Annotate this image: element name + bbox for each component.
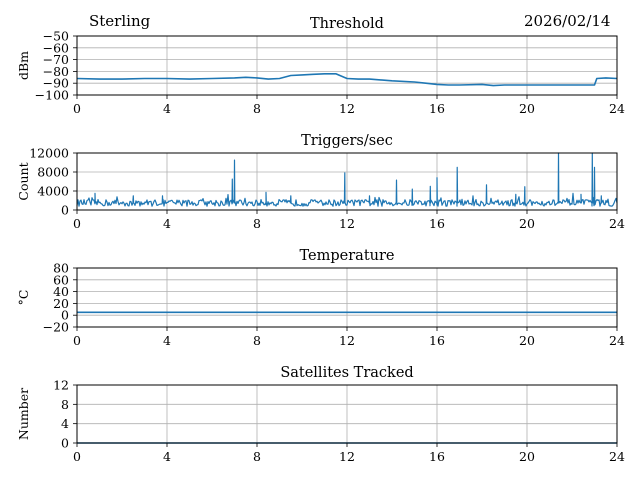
plot4-xtick-label: 4 (163, 449, 171, 464)
plot3-xtick-label: 12 (339, 333, 355, 348)
plot3-xtick-label: 16 (429, 333, 445, 348)
plot4-xtick-label: 20 (519, 449, 535, 464)
plot1-xtick-label: 24 (609, 101, 625, 116)
plot3-ytick-label: 80 (53, 261, 69, 276)
plot1-ytick-label: −60 (43, 40, 69, 55)
plot3-ylabel: °C (16, 290, 31, 306)
plot4-title: Satellites Tracked (280, 365, 413, 381)
station-name: Sterling (89, 12, 151, 30)
plot1-ytick-label: −100 (35, 88, 69, 103)
plot1-series-threshold (76, 73, 618, 87)
plot3-title: Temperature (300, 248, 395, 264)
plot1-title: Threshold (310, 16, 384, 32)
plot3-xtick-label: 20 (519, 333, 535, 348)
plot4-ytick-label: 0 (61, 436, 69, 451)
plot1-ytick-label: −90 (43, 76, 69, 91)
plot3-xtick-label: 0 (73, 333, 81, 348)
plot4-xtick-label: 24 (609, 449, 625, 464)
plot2-xtick-label: 0 (73, 216, 81, 231)
plot1-xtick-label: 20 (519, 101, 535, 116)
plot2-ytick-label: 12000 (29, 146, 69, 161)
plot2-xtick-label: 16 (429, 216, 445, 231)
plot2-xtick-label: 24 (609, 216, 625, 231)
plot1-xtick-label: 4 (163, 101, 171, 116)
plot1-xtick-label: 8 (253, 101, 261, 116)
plot2-xtick-label: 20 (519, 216, 535, 231)
plot3-xtick-label: 8 (253, 333, 261, 348)
plot1-xtick-label: 16 (429, 101, 445, 116)
plot3-ytick-label: 0 (61, 308, 69, 323)
plot3-xtick-label: 24 (609, 333, 625, 348)
plot3-ytick-label: −20 (43, 320, 69, 335)
plot4-ylabel: Number (16, 388, 31, 440)
plot3-xtick-label: 4 (163, 333, 171, 348)
plot2-ylabel: Count (16, 162, 31, 200)
plot1-xtick-label: 0 (73, 101, 81, 116)
plot1-ylabel: dBm (16, 51, 31, 80)
plot4-ytick-label: 8 (61, 397, 69, 412)
plot2-ytick-label: 4000 (37, 184, 69, 199)
plot1-ytick-label: −80 (43, 64, 69, 79)
plot2-ytick-label: 0 (61, 203, 69, 218)
plot1-ytick-label: −50 (43, 29, 69, 44)
plot4-xtick-label: 8 (253, 449, 261, 464)
plot2-xtick-label: 12 (339, 216, 355, 231)
plot4-ytick-label: 4 (61, 416, 69, 431)
plot4-xtick-label: 0 (73, 449, 81, 464)
plot1-ytick-label: −70 (43, 52, 69, 67)
plot2-series-triggers (76, 152, 618, 207)
plot2-xtick-label: 8 (253, 216, 261, 231)
plot3-ytick-label: 20 (53, 296, 69, 311)
plot2-title: Triggers/sec (301, 133, 393, 149)
date-label: 2026/02/14 (524, 12, 611, 30)
plot4-xtick-label: 12 (339, 449, 355, 464)
plot3-ytick-label: 60 (53, 272, 69, 287)
plot4-ytick-label: 12 (53, 378, 69, 393)
plot4-xtick-label: 16 (429, 449, 445, 464)
plot3-ytick-label: 40 (53, 284, 69, 299)
plot1-xtick-label: 12 (339, 101, 355, 116)
plot2-xtick-label: 4 (163, 216, 171, 231)
plot2-ytick-label: 8000 (37, 165, 69, 180)
